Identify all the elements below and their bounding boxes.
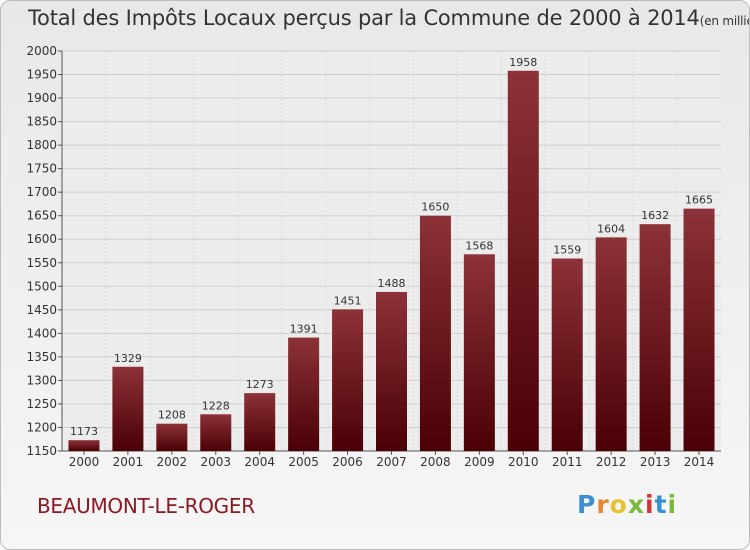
y-tick-label: 1900 xyxy=(26,91,57,105)
y-tick-label: 1350 xyxy=(26,350,57,364)
bar-2002 xyxy=(156,423,188,451)
y-tick-label: 1250 xyxy=(26,397,57,411)
proxiti-logo: Proxiti xyxy=(577,490,677,519)
data-label-2000: 1173 xyxy=(70,425,98,438)
x-tick-label-2009: 2009 xyxy=(464,455,495,469)
logo-letter: i xyxy=(645,490,655,519)
chart-title-text: Total des Impôts Locaux perçus par la Co… xyxy=(28,6,700,30)
bar-2009 xyxy=(463,254,495,451)
logo-letter: o xyxy=(609,490,628,519)
bar-2014 xyxy=(683,208,715,451)
bar-2010 xyxy=(507,70,539,451)
y-tick-label: 1300 xyxy=(26,373,57,387)
data-label-2001: 1329 xyxy=(114,352,142,365)
x-tick-label-2007: 2007 xyxy=(376,455,407,469)
bar-2006 xyxy=(332,309,364,451)
bar-2007 xyxy=(376,291,407,451)
data-label-2007: 1488 xyxy=(378,277,406,290)
y-tick-label: 1800 xyxy=(26,138,57,152)
data-label-2006: 1451 xyxy=(334,294,362,307)
y-tick-label: 1450 xyxy=(26,303,57,317)
data-label-2009: 1568 xyxy=(465,239,493,252)
y-tick-label: 1850 xyxy=(26,115,57,129)
chart-title-unit: (en milliers d'€) xyxy=(699,14,749,28)
y-tick-label: 1400 xyxy=(26,326,57,340)
logo-letter: i xyxy=(667,490,678,519)
data-label-2014: 1665 xyxy=(685,194,713,207)
x-tick-label-2006: 2006 xyxy=(332,455,363,469)
logo-letter: r xyxy=(596,490,610,519)
commune-name: BEAUMONT-LE-ROGER xyxy=(37,494,255,518)
logo-letter: x xyxy=(627,490,645,519)
bar-2000 xyxy=(68,440,100,451)
y-tick-label: 1600 xyxy=(26,232,57,246)
data-label-2008: 1650 xyxy=(421,201,449,214)
data-label-2010: 1958 xyxy=(509,56,537,69)
bar-2008 xyxy=(419,215,451,451)
bar-2013 xyxy=(639,224,671,451)
data-label-2003: 1228 xyxy=(202,399,230,412)
bar-2003 xyxy=(200,414,232,451)
x-tick-label-2000: 2000 xyxy=(69,455,100,469)
bar-2001 xyxy=(112,366,144,451)
x-tick-label-2014: 2014 xyxy=(684,455,715,469)
y-tick-label: 1700 xyxy=(26,185,57,199)
data-label-2002: 1208 xyxy=(158,409,186,422)
y-tick-label: 1550 xyxy=(26,256,57,270)
x-tick-label-2013: 2013 xyxy=(640,455,671,469)
y-tick-label: 1500 xyxy=(26,279,57,293)
y-tick-label: 1950 xyxy=(26,68,57,82)
x-tick-label-2003: 2003 xyxy=(200,455,231,469)
y-tick-label: 1150 xyxy=(26,444,57,458)
y-tick-label: 1200 xyxy=(26,420,57,434)
data-label-2004: 1273 xyxy=(246,378,274,391)
bar-2004 xyxy=(244,393,276,451)
logo-letter: P xyxy=(577,490,597,519)
x-tick-label-2011: 2011 xyxy=(552,455,583,469)
x-tick-label-2005: 2005 xyxy=(288,455,319,469)
x-tick-label-2010: 2010 xyxy=(508,455,539,469)
data-label-2005: 1391 xyxy=(290,323,318,336)
data-label-2012: 1604 xyxy=(597,222,625,235)
bar-2011 xyxy=(551,258,583,451)
x-tick-label-2008: 2008 xyxy=(420,455,451,469)
x-tick-label-2004: 2004 xyxy=(244,455,275,469)
logo-letter: t xyxy=(654,490,668,519)
y-tick-label: 1750 xyxy=(26,162,57,176)
bar-2012 xyxy=(595,237,627,451)
y-tick-label: 2000 xyxy=(26,44,57,58)
bar-2005 xyxy=(288,337,320,451)
data-label-2011: 1559 xyxy=(553,244,581,257)
data-label-2013: 1632 xyxy=(641,209,669,222)
x-tick-label-2012: 2012 xyxy=(596,455,627,469)
x-tick-label-2002: 2002 xyxy=(157,455,188,469)
y-tick-label: 1650 xyxy=(26,209,57,223)
chart-title: Total des Impôts Locaux perçus par la Co… xyxy=(28,6,749,30)
x-tick-label-2001: 2001 xyxy=(113,455,144,469)
